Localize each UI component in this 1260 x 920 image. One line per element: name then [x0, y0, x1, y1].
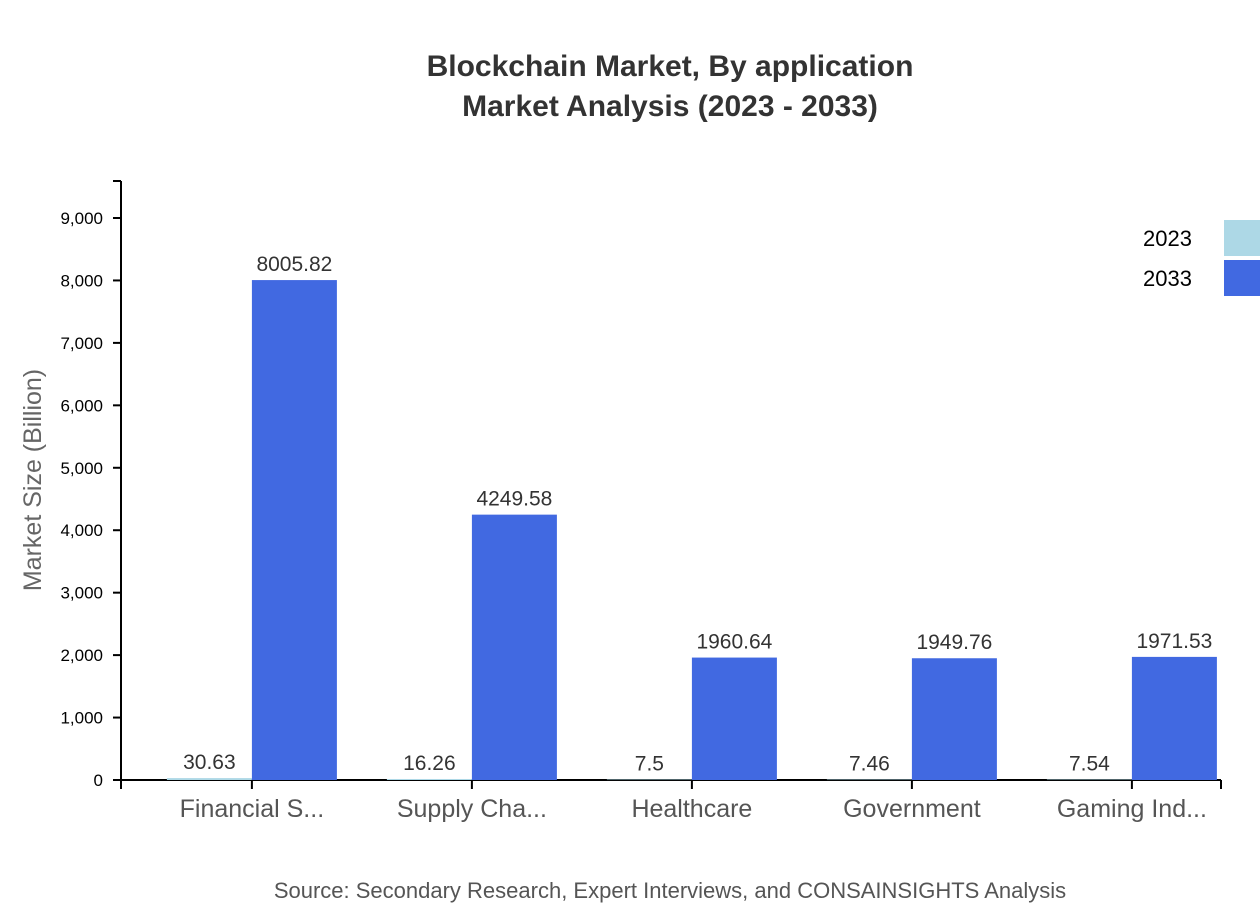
y-tick-label: 5,000 — [60, 459, 103, 478]
y-tick-label: 0 — [94, 771, 103, 790]
category-label: Government — [843, 795, 981, 823]
legend-swatch-2033 — [1224, 260, 1260, 296]
bar-2023[interactable] — [826, 779, 912, 781]
x-axis: Financial S... Supply Cha... Healthcare Gov… — [121, 779, 1222, 823]
y-tick-label: 7,000 — [60, 334, 103, 353]
legend-label: 2023 — [1143, 226, 1192, 251]
y-tick-label: 4,000 — [60, 521, 103, 540]
category-label: Financial S... — [180, 795, 325, 823]
y-axis-label: Market Size (Billion) — [19, 369, 47, 591]
value-label: 7.46 — [849, 753, 890, 776]
legend-swatch-2023 — [1224, 220, 1260, 256]
y-tick-label: 8,000 — [60, 271, 103, 290]
chart-title: Blockchain Market, By application — [426, 50, 914, 83]
bar-2033[interactable] — [911, 658, 997, 780]
y-axis: 0 1,000 2,000 3,000 4,000 5,000 6,000 7,000 8,00… — [60, 180, 122, 790]
value-label: 7.54 — [1069, 753, 1110, 776]
category-label: Supply Cha... — [397, 795, 547, 823]
category-label: Healthcare — [631, 795, 752, 823]
legend-label: 2033 — [1143, 266, 1192, 291]
value-label: 4249.58 — [476, 488, 552, 511]
value-label: 1960.64 — [696, 631, 772, 654]
bars: 30.63 8005.82 16.26 4249.58 7.5 1960.64 7.46 19… — [166, 253, 1217, 781]
bar-2023[interactable] — [386, 778, 472, 780]
bar-2033[interactable] — [1131, 656, 1217, 780]
y-tick-label: 9,000 — [60, 209, 103, 228]
y-tick-label: 2,000 — [60, 646, 103, 665]
source-note: Source: Secondary Research, Expert Inter… — [273, 878, 1067, 903]
bar-2023[interactable] — [606, 779, 692, 781]
y-tick-label: 3,000 — [60, 584, 103, 603]
legend: 2023 2033 — [1143, 220, 1260, 296]
chart-subtitle: Market Analysis (2023 - 2033) — [462, 90, 878, 123]
value-label: 8005.82 — [256, 253, 332, 276]
bar-2023[interactable] — [166, 778, 252, 780]
category-label: Gaming Ind... — [1057, 795, 1207, 823]
y-tick-label: 1,000 — [60, 709, 103, 728]
value-label: 16.26 — [403, 752, 456, 775]
value-label: 30.63 — [183, 751, 236, 774]
bar-2033[interactable] — [471, 514, 557, 780]
bar-2023[interactable] — [1046, 779, 1132, 781]
y-tick-label: 6,000 — [60, 396, 103, 415]
bar-2033[interactable] — [251, 280, 337, 780]
value-label: 1971.53 — [1136, 630, 1212, 653]
value-label: 1949.76 — [916, 631, 992, 654]
bar-2033[interactable] — [691, 657, 777, 780]
value-label: 7.5 — [635, 753, 664, 776]
